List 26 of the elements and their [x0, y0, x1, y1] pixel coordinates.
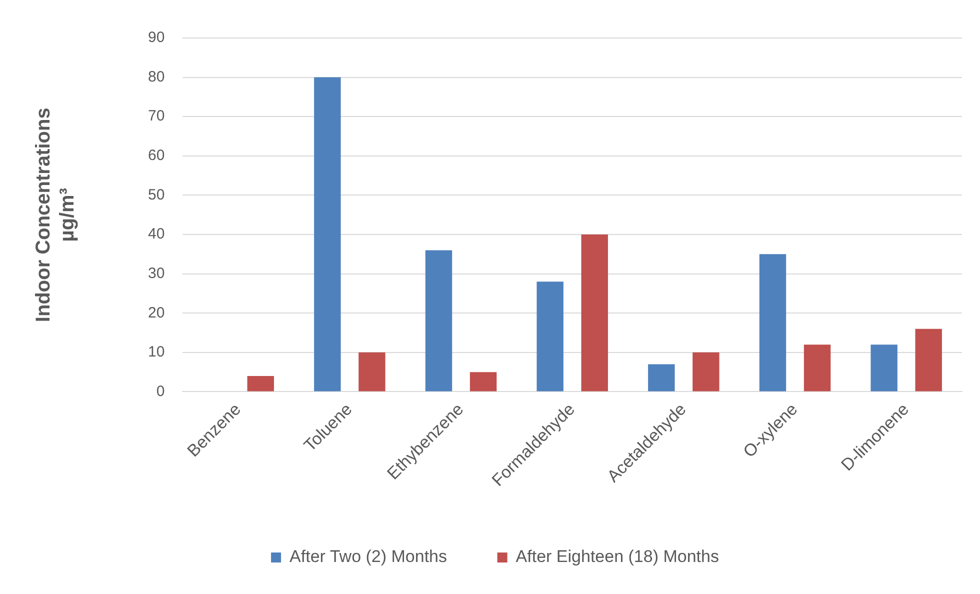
bar — [804, 344, 831, 392]
y-axis-title: Indoor Concentrations µg/m³ — [32, 108, 79, 322]
bar — [759, 254, 786, 392]
bar — [692, 352, 720, 392]
bar — [314, 77, 341, 392]
bar — [581, 234, 608, 392]
y-tick-label: 70 — [148, 108, 165, 125]
y-tick-label: 30 — [148, 264, 165, 282]
bar — [870, 344, 898, 392]
legend-label: After Eighteen (18) Months — [516, 547, 719, 566]
bar — [470, 372, 497, 392]
bar — [425, 250, 452, 392]
y-tick-label: 0 — [156, 382, 165, 400]
y-tick-label: 20 — [148, 304, 165, 322]
y-tick-label: 80 — [148, 68, 165, 86]
y-tick-label: 40 — [148, 226, 165, 243]
y-tick-label: 60 — [148, 147, 165, 164]
legend-label: After Two (2) Months — [290, 547, 447, 566]
bar — [358, 352, 386, 392]
bar — [915, 328, 942, 392]
y-tick-label: 50 — [148, 186, 165, 204]
y-tick-label: 90 — [148, 29, 165, 46]
y-tick-label: 10 — [148, 344, 165, 361]
bar — [247, 376, 274, 392]
bar — [536, 282, 564, 392]
bar — [648, 364, 675, 392]
